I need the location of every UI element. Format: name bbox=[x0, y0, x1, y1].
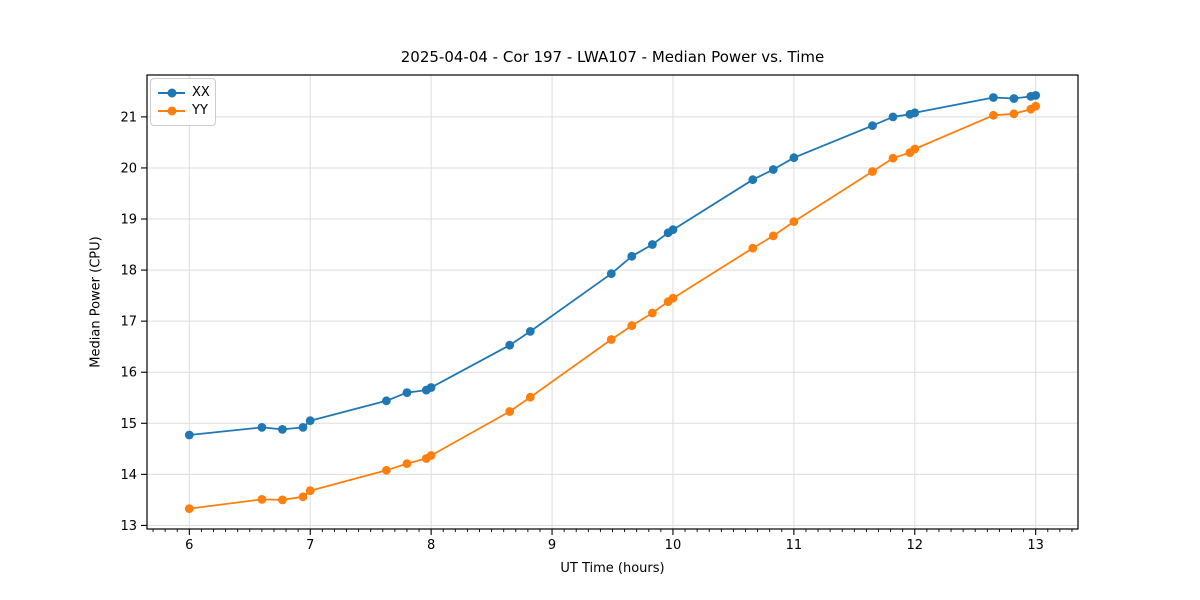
y-tick-label: 21 bbox=[120, 110, 137, 125]
data-point-xx bbox=[525, 327, 535, 336]
data-point-yy bbox=[298, 492, 308, 502]
data-point-yy bbox=[627, 321, 637, 331]
series-line-xx bbox=[189, 94, 1036, 436]
x-tick-label: 13 bbox=[1027, 538, 1044, 553]
x-tick-label: 9 bbox=[548, 538, 556, 553]
data-point-yy bbox=[505, 407, 515, 416]
data-point-yy bbox=[402, 459, 412, 468]
data-point-yy bbox=[426, 451, 436, 460]
data-point-xx bbox=[989, 93, 998, 102]
data-point-xx bbox=[789, 153, 799, 163]
data-point-yy bbox=[668, 293, 678, 303]
y-tick-label: 19 bbox=[120, 213, 137, 228]
data-point-xx bbox=[305, 416, 315, 426]
data-point-xx bbox=[257, 423, 267, 432]
legend-label: XX bbox=[192, 85, 210, 100]
legend-item-xx: XX bbox=[158, 84, 210, 102]
y-tick-label: 13 bbox=[120, 519, 137, 534]
data-point-xx bbox=[748, 175, 758, 185]
data-point-xx bbox=[184, 430, 194, 440]
data-point-yy bbox=[257, 495, 267, 504]
x-tick-label: 10 bbox=[665, 538, 682, 553]
x-tick-label: 11 bbox=[786, 538, 803, 553]
data-point-xx bbox=[668, 225, 678, 235]
axes-spines bbox=[146, 74, 1079, 530]
legend-label: YY bbox=[192, 103, 208, 118]
data-point-yy bbox=[868, 167, 877, 176]
data-point-xx bbox=[402, 388, 412, 397]
legend: XX YY bbox=[150, 78, 216, 126]
data-point-xx bbox=[426, 383, 436, 392]
legend-item-yy: YY bbox=[158, 102, 208, 120]
data-point-yy bbox=[888, 153, 898, 163]
data-point-xx bbox=[627, 251, 637, 261]
data-point-yy bbox=[768, 231, 778, 241]
data-point-xx bbox=[278, 425, 287, 434]
data-point-xx bbox=[382, 396, 391, 406]
chart-title: 2025-04-04 - Cor 197 - LWA107 - Median P… bbox=[400, 48, 825, 66]
data-point-yy bbox=[184, 504, 194, 513]
x-axis-label: UT Time (hours) bbox=[560, 561, 665, 576]
data-point-xx bbox=[768, 165, 778, 174]
data-point-xx bbox=[910, 108, 920, 118]
y-axis-label: Median Power (CPU) bbox=[88, 236, 104, 368]
data-point-xx bbox=[505, 340, 515, 350]
data-point-yy bbox=[1009, 109, 1019, 119]
data-point-xx bbox=[606, 269, 616, 279]
y-tick-label: 20 bbox=[120, 161, 137, 176]
y-tick-label: 16 bbox=[120, 366, 137, 381]
x-tick-label: 8 bbox=[427, 538, 435, 553]
data-point-yy bbox=[910, 144, 920, 154]
data-point-yy bbox=[305, 486, 315, 496]
data-point-yy bbox=[606, 335, 616, 344]
data-point-yy bbox=[648, 308, 657, 318]
data-point-yy bbox=[989, 110, 998, 120]
y-tick-label: 17 bbox=[120, 315, 137, 330]
data-point-yy bbox=[382, 465, 391, 475]
data-point-xx bbox=[648, 240, 657, 249]
data-point-xx bbox=[888, 112, 898, 122]
y-tick-label: 18 bbox=[120, 264, 137, 279]
series-line-yy bbox=[189, 105, 1037, 510]
y-tick-label: 14 bbox=[120, 468, 137, 483]
data-point-xx bbox=[868, 121, 877, 130]
data-point-yy bbox=[748, 243, 758, 253]
y-tick-label: 15 bbox=[120, 417, 137, 432]
data-point-yy bbox=[789, 217, 799, 227]
data-point-xx bbox=[1009, 94, 1019, 103]
data-point-xx bbox=[1031, 91, 1041, 100]
legend-marker-xx-icon bbox=[158, 88, 185, 98]
legend-marker-yy-icon bbox=[158, 106, 185, 116]
data-point-yy bbox=[525, 392, 535, 402]
data-point-yy bbox=[1031, 101, 1041, 111]
data-point-xx bbox=[298, 423, 308, 432]
x-tick-label: 6 bbox=[185, 538, 193, 553]
data-point-yy bbox=[278, 495, 287, 505]
x-tick-label: 7 bbox=[306, 538, 314, 553]
x-tick-label: 12 bbox=[906, 538, 923, 553]
